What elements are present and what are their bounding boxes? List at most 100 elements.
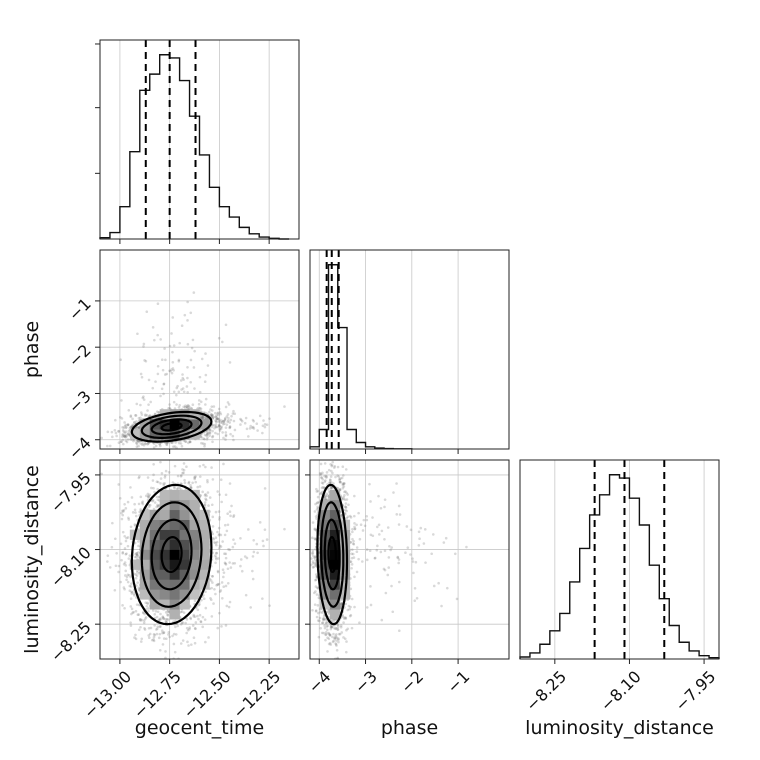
- sample-point: [249, 424, 252, 428]
- sample-point: [167, 631, 171, 634]
- sample-point: [225, 423, 229, 426]
- sample-point: [223, 416, 227, 420]
- sample-point: [218, 590, 222, 593]
- sample-point: [106, 444, 109, 448]
- sample-point: [193, 476, 197, 480]
- sample-point: [218, 544, 222, 548]
- sample-point: [219, 426, 223, 429]
- sample-point: [172, 390, 176, 394]
- sample-point: [153, 613, 157, 616]
- sample-point: [224, 323, 228, 327]
- sample-point: [117, 430, 121, 433]
- sample-point: [123, 587, 126, 591]
- sample-point: [208, 410, 211, 414]
- sample-point: [214, 561, 217, 565]
- sample-point: [180, 474, 183, 477]
- sample-point: [125, 578, 128, 582]
- sample-point: [152, 446, 156, 449]
- sample-point: [134, 637, 138, 641]
- x-tick-label: −8.25: [522, 667, 570, 715]
- sample-point: [224, 431, 228, 434]
- sample-point: [227, 403, 231, 406]
- sample-point: [252, 427, 256, 430]
- sample-point: [152, 633, 156, 636]
- sample-point: [204, 352, 207, 355]
- sample-point: [181, 468, 184, 471]
- sample-point: [192, 366, 196, 369]
- sample-point: [186, 390, 189, 394]
- sample-point: [129, 486, 132, 489]
- sample-point: [171, 316, 175, 319]
- sample-point: [146, 602, 149, 606]
- sample-point: [204, 606, 208, 610]
- sample-point: [233, 561, 237, 565]
- sample-point: [263, 487, 267, 490]
- sample-point: [152, 635, 156, 639]
- sample-point: [231, 545, 235, 549]
- sample-point: [188, 627, 191, 631]
- sample-point: [137, 613, 141, 616]
- sample-point: [130, 425, 133, 428]
- sample-point: [156, 505, 160, 508]
- sample-point: [213, 424, 216, 427]
- sample-point: [186, 640, 189, 644]
- sample-point: [162, 631, 165, 635]
- sample-point: [214, 431, 217, 435]
- sample-point: [199, 620, 203, 623]
- sample-point: [215, 414, 219, 417]
- sample-point: [187, 404, 190, 408]
- sample-point: [218, 424, 221, 428]
- sample-point: [212, 405, 216, 408]
- sample-point: [252, 550, 256, 554]
- sample-point: [224, 434, 228, 438]
- sample-point: [211, 414, 214, 418]
- sample-point: [201, 415, 204, 419]
- sample-point: [137, 416, 141, 420]
- sample-point: [218, 429, 222, 432]
- sample-point: [90, 433, 93, 436]
- sample-point: [182, 471, 185, 475]
- sample-point: [215, 425, 218, 429]
- sample-point: [283, 405, 286, 408]
- sample-point: [189, 358, 193, 362]
- sample-point: [146, 601, 149, 605]
- sample-point: [222, 419, 225, 423]
- sample-point: [214, 554, 217, 557]
- sample-point: [198, 390, 202, 394]
- sample-point: [125, 426, 128, 429]
- sample-point: [180, 324, 184, 328]
- contour-0.5sigma: [160, 422, 183, 432]
- sample-point: [209, 579, 213, 582]
- sample-point: [172, 445, 175, 448]
- sample-point: [173, 486, 176, 490]
- sample-point: [127, 408, 131, 412]
- sample-point: [239, 564, 242, 568]
- sample-point: [200, 357, 204, 361]
- sample-point: [138, 618, 142, 621]
- sample-point: [179, 474, 183, 478]
- sample-point: [178, 487, 182, 490]
- sample-point: [190, 406, 193, 410]
- sample-point: [210, 415, 214, 418]
- sample-point: [147, 494, 150, 498]
- sample-point: [137, 440, 141, 443]
- sample-point: [135, 402, 139, 406]
- sample-point: [205, 417, 208, 420]
- sample-point: [129, 575, 132, 579]
- sample-point: [131, 511, 135, 514]
- density-cell: [169, 409, 180, 420]
- sample-point: [126, 423, 130, 427]
- sample-point: [210, 503, 214, 507]
- sample-point: [131, 423, 134, 427]
- sample-point: [173, 445, 177, 448]
- sample-point: [144, 442, 147, 445]
- sample-point: [179, 666, 182, 669]
- sample-point: [156, 372, 160, 376]
- sample-point: [198, 406, 202, 410]
- sample-point: [121, 552, 124, 555]
- sample-point: [140, 375, 144, 379]
- sample-point: [182, 439, 186, 442]
- sample-point: [172, 368, 175, 372]
- sample-point: [204, 493, 207, 496]
- sample-point: [132, 592, 136, 596]
